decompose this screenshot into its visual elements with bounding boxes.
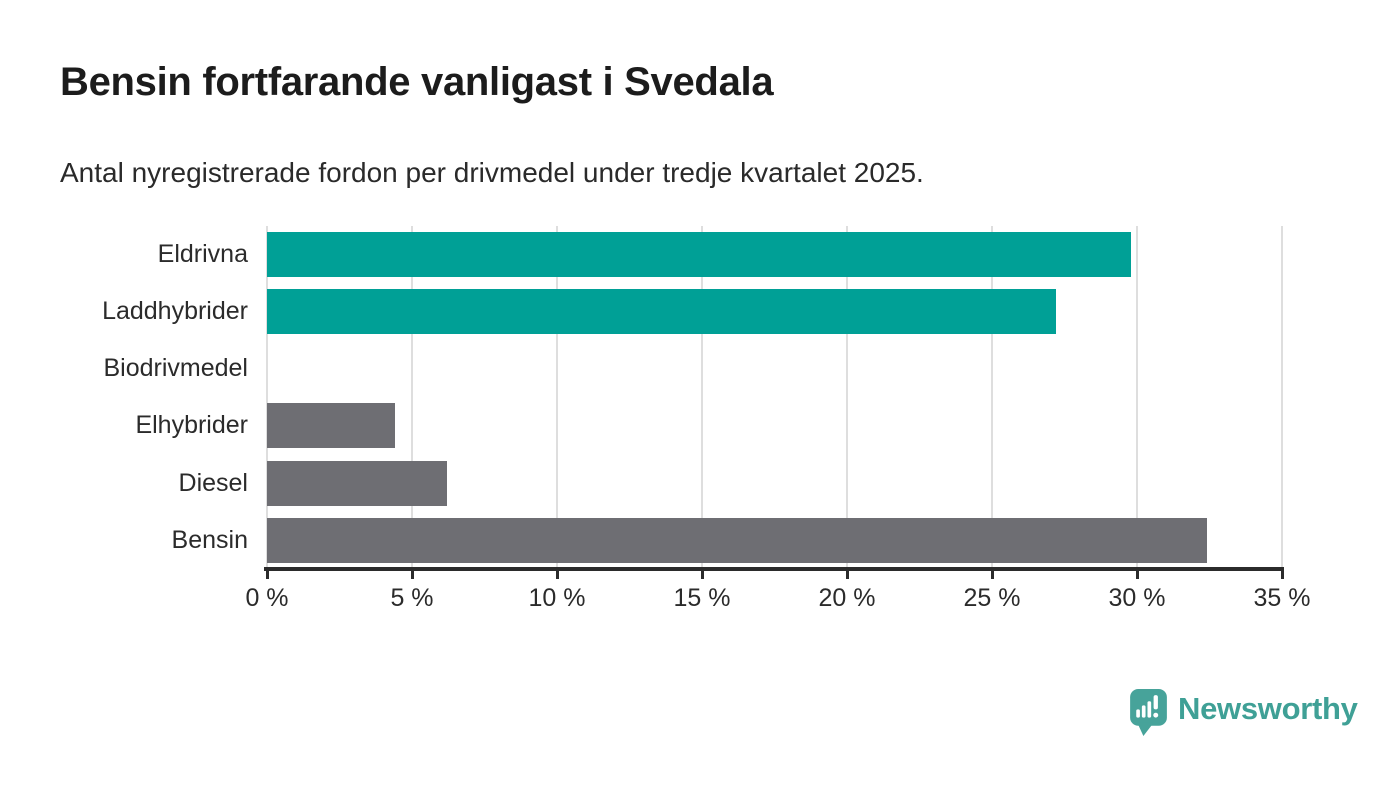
- x-tick-label: 25 %: [963, 584, 1021, 612]
- bar-laddhybrider: [267, 288, 1056, 334]
- x-tick-mark: [1135, 567, 1139, 579]
- gridline: [411, 226, 413, 567]
- x-tick-label: 10 %: [528, 584, 586, 612]
- x-tick-mark: [845, 567, 849, 579]
- category-label-eldrivna: Eldrivna: [157, 239, 248, 268]
- category-label-bensin: Bensin: [171, 526, 248, 554]
- gridline: [1136, 226, 1138, 567]
- bar-bensin: [267, 518, 1207, 563]
- x-tick-mark: [555, 567, 559, 579]
- x-tick-label: 20 %: [818, 584, 876, 612]
- newsworthy-logo-icon: [1130, 689, 1167, 736]
- x-tick-label: 5 %: [390, 584, 434, 612]
- x-tick-label: 15 %: [673, 584, 731, 612]
- gridline: [556, 226, 558, 567]
- gridline: [846, 226, 848, 567]
- bar-diesel: [267, 460, 447, 506]
- gridline: [1281, 226, 1283, 567]
- category-label-biodrivmedel: Biodrivmedel: [103, 354, 248, 383]
- x-tick-label: 30 %: [1108, 584, 1166, 612]
- x-tick-mark: [990, 567, 994, 579]
- x-tick-label: 35 %: [1253, 584, 1311, 612]
- x-axis-line: [264, 567, 1284, 571]
- x-tick-label: 0 %: [245, 584, 289, 612]
- x-tick-mark: [700, 567, 704, 579]
- gridline: [701, 226, 703, 567]
- brand-name: Newsworthy: [1178, 691, 1358, 726]
- brand-footer: Newsworthy: [1130, 689, 1358, 737]
- category-label-elhybrider: Elhybrider: [135, 411, 248, 440]
- gridline: [991, 226, 993, 567]
- gridline: [266, 226, 268, 567]
- x-tick-mark: [265, 567, 269, 579]
- category-label-diesel: Diesel: [178, 468, 248, 497]
- category-label-laddhybrider: Laddhybrider: [102, 296, 248, 325]
- bar-elhybrider: [267, 403, 395, 449]
- x-tick-mark: [410, 567, 414, 579]
- x-tick-mark: [1280, 567, 1284, 579]
- chart-title: Bensin fortfarande vanligast i Svedala: [60, 60, 774, 104]
- chart-subtitle: Antal nyregistrerade fordon per drivmede…: [60, 157, 924, 188]
- bar-eldrivna: [267, 231, 1132, 277]
